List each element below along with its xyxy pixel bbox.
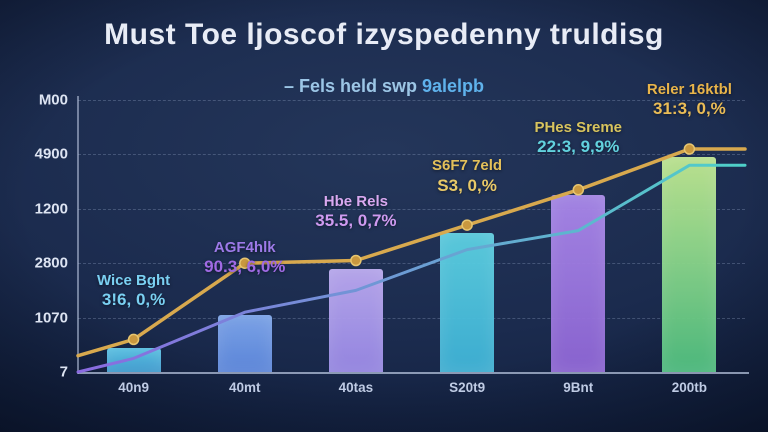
bar-2 <box>217 314 272 372</box>
y-axis-tick-label: 4900 <box>34 145 68 163</box>
bar-label-value: 22:3, 9,9% <box>537 137 620 157</box>
y-axis-tick-label: 1070 <box>34 309 68 327</box>
x-axis-category-label: 40mt <box>228 380 261 395</box>
x-axis-category-label: S20t9 <box>449 380 486 395</box>
bar-label-name: Wice Bght <box>96 271 171 289</box>
bar-label-name: PHes Sreme <box>534 119 623 137</box>
bar-3 <box>328 268 383 372</box>
bar-value-label: S6F7 7eld S3, 0,% <box>397 157 537 196</box>
y-axis-tick-label: 1200 <box>34 200 68 218</box>
y-axis-tick-label: M00 <box>38 91 68 109</box>
subtitle-emphasis-text: 9alelpb <box>422 76 485 96</box>
bar-5 <box>551 195 606 372</box>
line-marker <box>461 219 473 231</box>
x-axis-category-label: 40tas <box>338 380 374 395</box>
bar-label-name: Reler 16ktbl <box>646 81 732 99</box>
chart-subtitle: – Fels held swp 9alelpb <box>0 76 768 97</box>
bar-label-name: AGF4hlk <box>213 238 276 256</box>
line-marker <box>572 184 585 196</box>
line-marker <box>127 333 140 346</box>
x-axis-line <box>78 372 749 374</box>
bar-value-label: AGF4hlk 90.3, 6,0% <box>175 239 315 278</box>
grid-line <box>78 317 745 319</box>
bar-label-name: S6F7 7eld <box>432 157 503 175</box>
bar-value-label: Hbe Rels 35.5, 0,7% <box>286 193 426 232</box>
bar-4 <box>440 233 495 372</box>
bar-1 <box>106 347 161 372</box>
y-axis-line <box>77 96 79 374</box>
subtitle-text: – Fels held swp <box>283 76 422 96</box>
bar-value-label: Reler 16ktbl 31:3, 0,% <box>619 81 759 120</box>
bar-label-value: 3!6, 0,% <box>101 289 166 309</box>
x-axis-category-label: 9Bnt <box>563 380 594 395</box>
chart-title: Must Toe ljoscof izyspedenny truldisg <box>104 18 664 51</box>
y-axis-tick-label: 2800 <box>34 254 68 272</box>
bar-label-value: S3, 0,% <box>437 175 497 195</box>
bar-value-label: Wice Bght 3!6, 0,% <box>64 272 204 311</box>
y-axis-tick-label: 7 <box>59 363 68 381</box>
bar-label-value: 90.3, 6,0% <box>204 257 286 277</box>
bar-label-name: Hbe Rels <box>323 192 388 210</box>
x-axis-category-label: 200tb <box>671 380 708 395</box>
line-marker <box>683 143 696 155</box>
bar-value-label: PHes Sreme 22:3, 9,9% <box>508 119 648 158</box>
bar-label-value: 31:3, 0,% <box>653 99 726 119</box>
bar-label-value: 35.5, 0,7% <box>315 210 397 230</box>
bar-6 <box>662 157 717 372</box>
grid-line <box>78 100 745 101</box>
x-axis-category-label: 40n9 <box>118 380 149 395</box>
